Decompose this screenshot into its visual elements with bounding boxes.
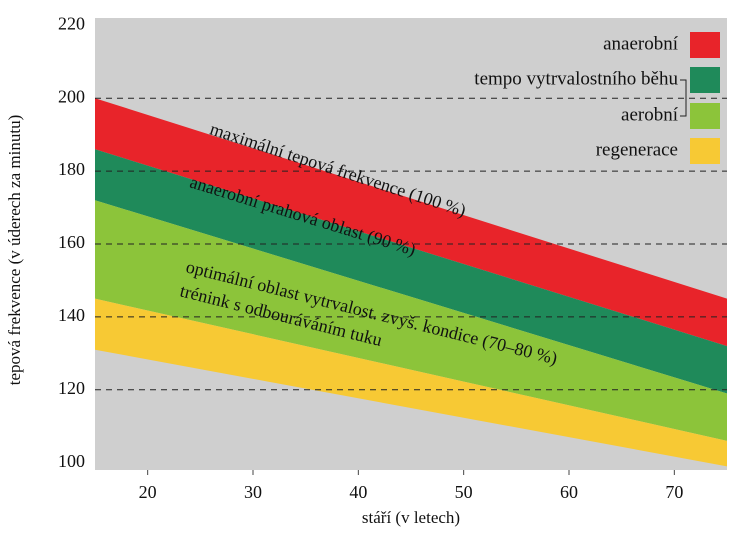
legend-bracket [680,79,687,117]
y-tick-label: 120 [58,378,85,398]
legend-swatch [690,103,720,129]
x-tick-label: 30 [244,482,262,502]
y-axis-label: tepová frekvence (v úderech za minutu) [5,115,24,385]
x-tick-label: 70 [665,482,683,502]
plot-layer [95,98,727,467]
legend-label: aerobní [621,104,679,125]
legend-label: tempo vytrvalostního běhu [474,68,678,89]
y-tick-label: 100 [58,451,85,471]
legend-label: anaerobní [603,33,679,54]
x-tick-label: 20 [139,482,157,502]
band [95,98,727,347]
x-axis-label: stáří (v letech) [362,508,460,527]
band [95,298,727,467]
y-tick-label: 180 [58,159,85,179]
y-tick-label: 140 [58,305,85,325]
legend-swatch [690,67,720,93]
y-tick-label: 220 [58,13,85,33]
band [95,200,727,441]
legend-swatch [690,138,720,164]
x-tick-label: 60 [560,482,578,502]
x-tick-label: 40 [349,482,367,502]
y-tick-label: 160 [58,232,85,252]
band [95,149,727,394]
y-tick-label: 200 [58,86,85,106]
x-tick-label: 50 [455,482,473,502]
legend-label: regenerace [596,139,678,160]
legend-swatch [690,32,720,58]
